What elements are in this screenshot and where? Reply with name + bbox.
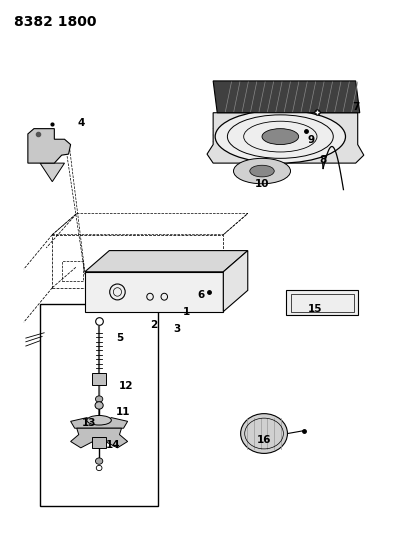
- Polygon shape: [70, 428, 127, 448]
- Text: 11: 11: [116, 407, 130, 417]
- Text: 16: 16: [256, 435, 271, 446]
- Text: 12: 12: [118, 381, 133, 391]
- Ellipse shape: [95, 402, 103, 409]
- Text: 7: 7: [351, 102, 358, 112]
- Polygon shape: [28, 128, 70, 163]
- Text: 5: 5: [116, 333, 123, 343]
- Polygon shape: [85, 251, 247, 272]
- Ellipse shape: [261, 128, 298, 144]
- Polygon shape: [40, 163, 64, 182]
- Polygon shape: [85, 272, 223, 312]
- Ellipse shape: [249, 165, 274, 177]
- Text: 6: 6: [197, 289, 204, 300]
- Polygon shape: [70, 418, 127, 428]
- Text: 15: 15: [307, 304, 321, 314]
- Ellipse shape: [95, 458, 103, 464]
- Text: 3: 3: [173, 324, 180, 334]
- Text: 1: 1: [182, 306, 190, 317]
- Polygon shape: [223, 251, 247, 312]
- Bar: [92, 373, 106, 385]
- Ellipse shape: [95, 396, 103, 402]
- Text: 2: 2: [150, 320, 157, 330]
- Ellipse shape: [233, 158, 290, 184]
- Bar: [40, 304, 158, 506]
- Text: 13: 13: [81, 418, 96, 428]
- Ellipse shape: [215, 110, 345, 163]
- Polygon shape: [207, 113, 363, 163]
- Text: 10: 10: [254, 179, 269, 189]
- Polygon shape: [213, 81, 359, 113]
- Text: 8382 1800: 8382 1800: [13, 14, 96, 29]
- Text: 9: 9: [307, 135, 314, 146]
- Bar: [92, 437, 106, 448]
- Text: 4: 4: [77, 118, 84, 128]
- Text: 14: 14: [106, 440, 120, 450]
- Polygon shape: [286, 290, 357, 316]
- Ellipse shape: [240, 414, 287, 454]
- Text: 8: 8: [319, 156, 326, 165]
- Ellipse shape: [87, 416, 111, 425]
